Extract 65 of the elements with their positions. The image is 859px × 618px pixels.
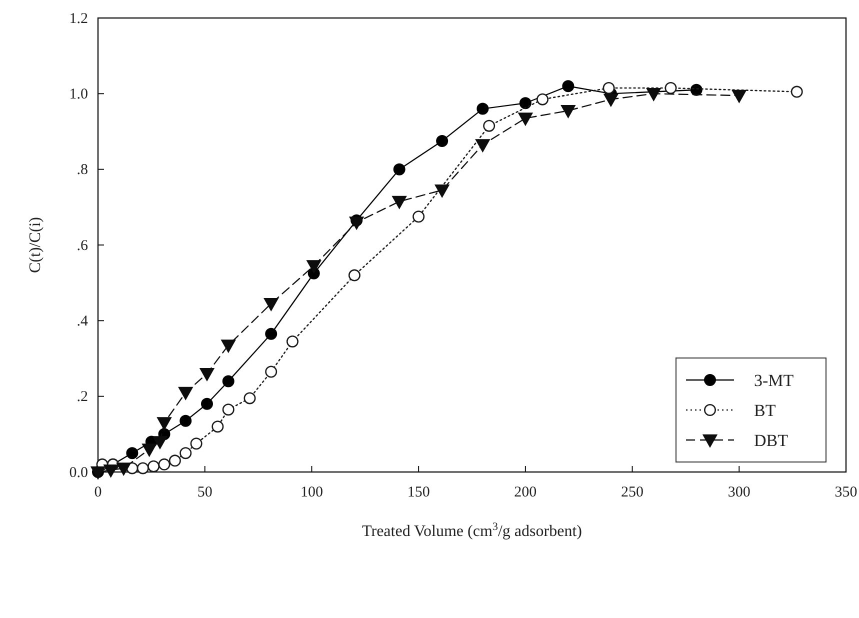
y-tick-label: .8 [76,162,88,178]
x-tick-label: 100 [300,484,323,501]
point [104,464,118,478]
point [212,420,224,433]
y-tick-label: 0.0 [69,464,88,481]
point [265,328,278,340]
x-tick-label: 150 [407,484,430,501]
point [222,404,234,416]
point [265,366,278,378]
point [518,112,533,126]
y-tick-label: .4 [76,313,88,330]
point [434,184,450,198]
point [412,210,425,223]
x-tick-label: 0 [94,484,102,501]
point [221,340,236,352]
point [200,398,213,410]
point [180,447,192,460]
point [664,82,677,94]
point [392,196,406,209]
point [646,88,661,101]
point [148,460,160,472]
y-tick-label: 1.0 [69,86,88,102]
point [116,462,131,476]
point [222,375,234,388]
x-axis-title: Treated Volume (cm$^{3}$/g adsorbent) [362,521,582,540]
point [142,444,156,456]
point [348,269,360,282]
point [306,260,321,273]
point [180,414,192,427]
x-tick-label: 300 [728,484,750,501]
point [152,436,168,449]
point [732,90,746,103]
point [200,368,214,381]
point [157,417,172,430]
point [190,438,202,450]
y-tick-label: 1.2 [69,10,88,27]
point [536,93,549,106]
legend-label: BT [754,401,776,420]
y-tick-label: .2 [76,389,88,406]
point [136,462,149,474]
point [178,386,193,400]
point [349,216,364,230]
point [264,298,278,311]
point [476,102,489,115]
y-tick-label: .6 [76,238,88,254]
point [158,458,170,470]
x-tick-label: 200 [514,484,537,501]
point [483,120,496,132]
point [790,86,803,98]
point [561,105,576,118]
legend-label: 3-MT [754,371,794,390]
point [126,447,138,460]
x-tick-label: 250 [621,484,644,501]
point [562,80,574,92]
x-tick-label: 350 [834,484,858,501]
x-tick-label: 50 [197,484,212,501]
point [244,392,256,404]
point [436,134,448,147]
point [476,139,490,152]
point [168,454,181,467]
point [393,163,406,176]
legend-label: DBT [754,431,789,450]
y-axis-title: C(t)/C(i) [27,217,44,273]
point [286,335,298,348]
point [519,97,532,110]
